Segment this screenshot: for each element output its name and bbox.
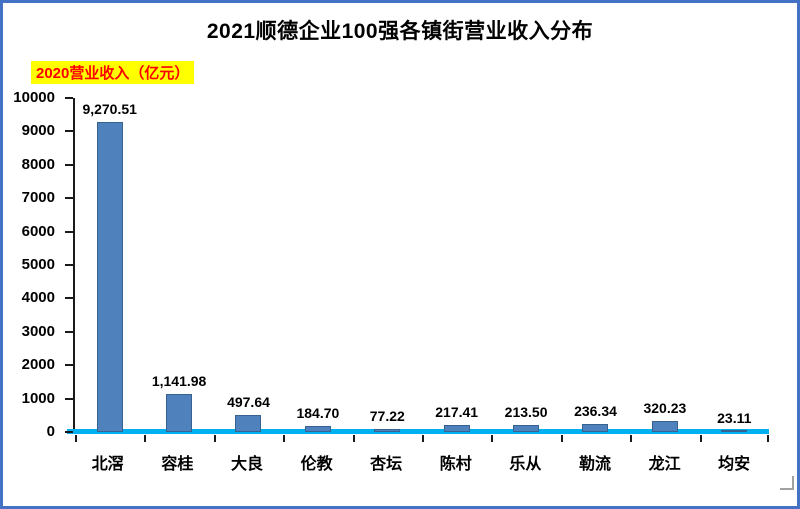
y-tick-label: 8000: [21, 155, 55, 173]
resize-handle-icon[interactable]: [780, 476, 794, 490]
bar-value-label: 23.11: [717, 410, 752, 427]
category-label: 杏坛: [370, 456, 403, 473]
y-tick-mark: [65, 397, 73, 400]
x-tick-mark: [352, 435, 355, 442]
y-tick-mark: [65, 297, 73, 300]
bar: [374, 429, 401, 432]
y-axis-unit-label: 2020营业收入（亿元）: [31, 61, 195, 84]
bar-slot: 217.41: [422, 98, 491, 432]
y-tick-mark: [65, 264, 73, 266]
y-tick-label: 6000: [21, 222, 55, 240]
bar-slot: 184.70: [283, 98, 352, 432]
y-tick-mark: [65, 330, 73, 333]
x-tick-mark: [75, 435, 77, 442]
y-tick-label: 2000: [21, 356, 55, 374]
y-tick-mark: [65, 130, 73, 133]
bar: [582, 424, 609, 432]
bar-value-label: 77.22: [369, 408, 405, 425]
y-tick-label: 0: [46, 423, 55, 440]
bar: [651, 421, 678, 432]
bar: [166, 393, 193, 432]
category-label: 伦教: [300, 456, 333, 473]
y-tick-mark: [65, 431, 73, 433]
bar-value-label: 497.64: [227, 394, 270, 411]
y-axis-labels: 0 1000 2000 3000 4000 5000 6000 7000 8000 9000 100…: [3, 89, 65, 440]
bar-value-label: 217.41: [435, 403, 479, 420]
y-tick-mark: [65, 97, 73, 99]
category-label: 陈村: [439, 456, 472, 473]
y-tick-label: 9000: [21, 122, 55, 140]
plot-area: 9,270.51 1,141.98 497.64 184.70 77.22 217.41 2…: [65, 97, 769, 442]
x-tick-mark: [699, 435, 702, 442]
y-tick-label: 1000: [21, 389, 55, 407]
bar-slot: 497.64: [214, 98, 283, 432]
bar-value-label: 236.34: [574, 403, 617, 420]
bar: [96, 122, 123, 432]
bar: [443, 424, 470, 432]
x-axis-labels: 北滘 容桂 大良 伦教 杏坛 陈村 乐从 勒流 龙江 均安: [73, 446, 769, 473]
bar-slot: 1,141.98: [144, 98, 213, 432]
x-tick-mark: [213, 435, 216, 442]
y-tick-mark: [65, 230, 73, 233]
x-tick-mark: [491, 435, 494, 442]
y-tick-mark: [65, 197, 73, 200]
category-label: 北滘: [91, 456, 124, 473]
y-tick-label: 3000: [21, 322, 55, 340]
x-tick-mark: [422, 435, 424, 442]
bar-slot: 23.11: [700, 98, 769, 432]
y-tick-mark: [65, 163, 73, 166]
bar-slot: 213.50: [491, 98, 560, 432]
bar-slot: 9,270.51: [75, 98, 144, 432]
x-tick-mark: [283, 435, 286, 442]
category-label: 勒流: [578, 456, 611, 473]
category-label: 容桂: [161, 456, 194, 473]
y-tick-label: 5000: [21, 256, 55, 273]
bar-value-label: 9,270.51: [82, 101, 137, 118]
y-tick-mark: [65, 364, 73, 367]
bar-value-label: 320.23: [643, 400, 687, 417]
y-tick-label: 10000: [13, 89, 55, 106]
bar-value-label: 1,141.98: [151, 372, 207, 389]
x-tick-mark: [767, 435, 769, 442]
bar-slot: 77.22: [353, 98, 422, 432]
chart-title: 2021顺德企业100强各镇街营业收入分布: [206, 20, 594, 43]
x-tick-mark: [630, 435, 633, 442]
bar: [304, 425, 331, 432]
x-axis-line: [67, 429, 769, 434]
x-tick-mark: [560, 435, 563, 442]
y-tick-label: 4000: [21, 289, 55, 307]
category-label: 龙江: [648, 456, 681, 473]
bar: [235, 415, 262, 432]
bar-slot: 236.34: [561, 98, 630, 432]
category-label: 乐从: [509, 456, 542, 473]
bar-slot: 320.23: [630, 98, 699, 432]
category-label: 大良: [230, 456, 263, 473]
bar: [513, 424, 540, 432]
x-tick-mark: [144, 435, 147, 442]
bar: [721, 430, 748, 432]
y-tick-label: 7000: [21, 189, 55, 207]
bar-value-label: 184.70: [296, 404, 340, 421]
bar-value-label: 213.50: [504, 403, 548, 420]
category-label: 均安: [718, 456, 751, 473]
